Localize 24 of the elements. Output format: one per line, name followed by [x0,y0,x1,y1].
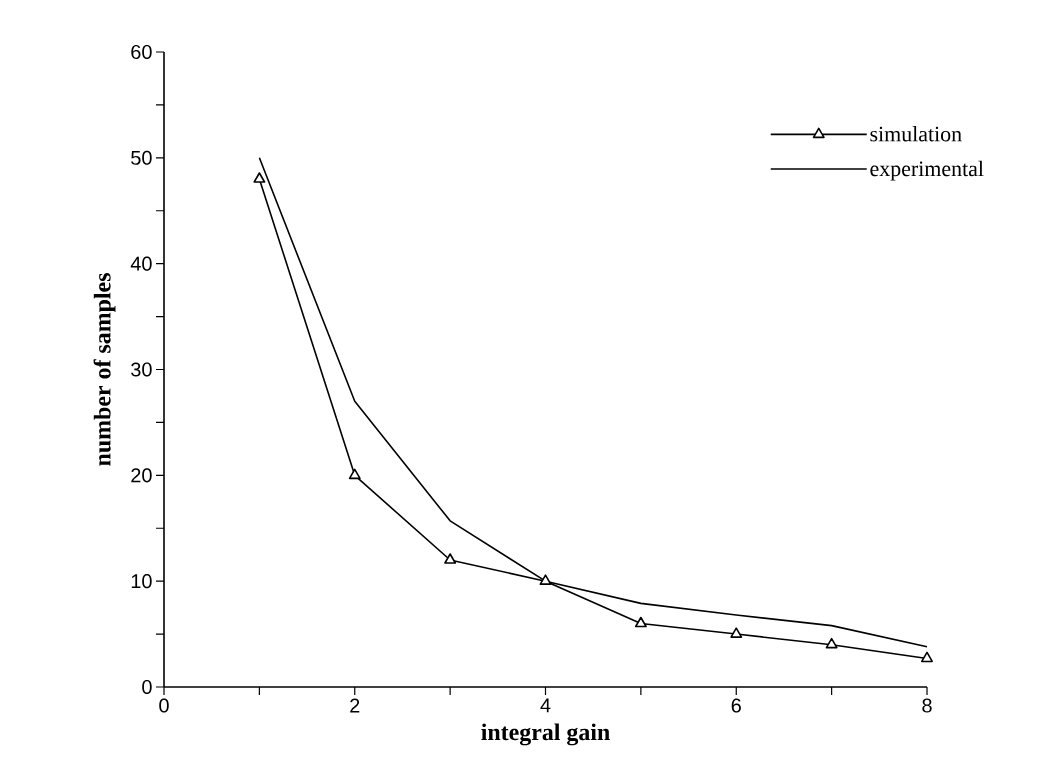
point [253,172,266,183]
legend-label: experimental [870,160,984,181]
point [539,574,552,585]
y-tick-label: 40 [130,256,152,271]
x-tick-label: 6 [731,698,741,713]
point [730,627,743,638]
y-tick-label: 30 [131,362,152,377]
legend-label: simulation [870,126,962,142]
y-tick-label: 10 [131,574,152,589]
x-tick-label: 4 [540,698,551,713]
y-tick-label: 0 [142,679,152,695]
y-tick-label: 20 [131,468,152,483]
point [634,616,647,628]
y-tick-label: 60 [131,44,152,60]
x-tick-label: 8 [922,698,932,713]
y-axis-title: number of samples [93,273,116,466]
point [348,468,361,480]
point [444,553,457,564]
point [921,651,933,663]
x-tick-label: 2 [350,698,360,713]
x-tick-label: 0 [159,698,169,713]
y-tick-label: 50 [131,150,152,165]
x-axis-title: integral gain [481,723,610,746]
point [825,637,838,649]
